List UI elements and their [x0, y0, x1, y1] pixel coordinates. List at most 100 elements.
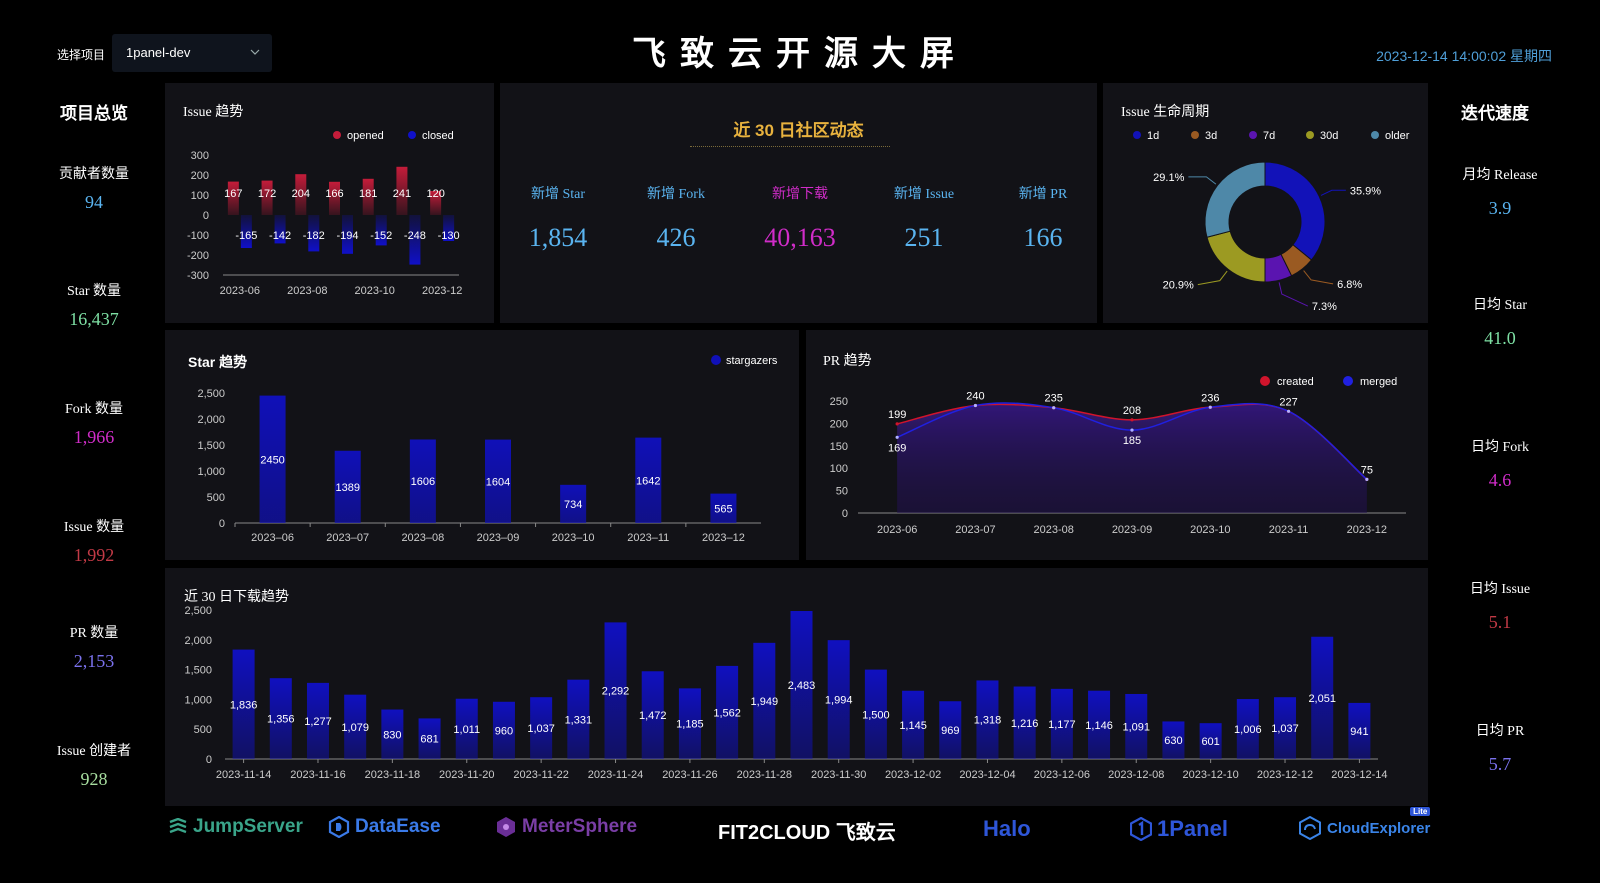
- star-trend-y-tick: 500: [207, 492, 225, 504]
- issue-trend-label-closed: -182: [303, 230, 325, 242]
- legend-created-label: created: [1277, 376, 1314, 388]
- page-title: 飞致云开源大屏: [632, 35, 968, 73]
- download-trend-bar: [976, 680, 999, 759]
- star-trend-y-tick: 1,000: [197, 466, 225, 478]
- download-trend-bar: [1199, 723, 1222, 759]
- logo-metersphere[interactable]: MeterSphere: [495, 816, 637, 838]
- project-select-label: 选择项目: [57, 48, 106, 62]
- star-trend-x-tick: 2023–06: [251, 532, 294, 544]
- download-trend-bar: [1050, 688, 1073, 759]
- download-trend-y-tick: 0: [206, 754, 212, 766]
- community-item-label: 新增 PR: [1018, 187, 1068, 202]
- community-item-value: 166: [1023, 223, 1063, 252]
- logo-cloudexplorer-badge: Lite: [1410, 807, 1431, 816]
- download-trend-bar: [1311, 636, 1334, 759]
- velocity-item-value: 4.6: [1488, 470, 1512, 490]
- issue-trend-y-tick: -100: [187, 230, 209, 242]
- download-trend-x-tick: 2023-12-12: [1257, 769, 1313, 781]
- pr-trend-y-tick: 150: [830, 441, 848, 453]
- issue-trend-bar-closed: [240, 215, 252, 248]
- download-trend-y-tick: 500: [194, 724, 212, 736]
- legend-1d-dot: [1133, 131, 1141, 139]
- star-trend-label: 734: [564, 499, 582, 511]
- logo-1panel-text: 1Panel: [1157, 816, 1228, 841]
- download-trend-x-tick: 2023-12-02: [885, 769, 941, 781]
- pie-label-line: [1303, 270, 1334, 285]
- issue-trend-bar-closed: [342, 215, 353, 254]
- issue-trend-label-opened: 172: [258, 188, 276, 200]
- download-trend-label: 601: [1201, 736, 1219, 748]
- pr-trend-y-tick: 250: [830, 396, 848, 408]
- pie-label-1d: 35.9%: [1350, 185, 1381, 197]
- pr-trend-point-merged: [895, 435, 899, 439]
- star-trend-bar: [334, 450, 361, 523]
- logo-fit2cloud[interactable]: FIT2CLOUD 飞致云: [718, 816, 896, 845]
- logo-jumpserver[interactable]: JumpServer: [168, 816, 303, 838]
- download-trend-label: 1,331: [565, 714, 593, 726]
- download-trend-title: 近 30 日下载趋势: [184, 590, 289, 605]
- issue-trend-bar-closed: [274, 215, 286, 244]
- issue-trend-x-tick: 2023-06: [220, 285, 260, 297]
- download-trend-y-tick: 1,000: [184, 694, 212, 706]
- issue-trend-y-tick: 100: [191, 190, 209, 202]
- star-trend-label: 2450: [260, 454, 284, 466]
- star-trend-y-tick: 2,000: [197, 414, 225, 426]
- pr-trend-area-merged: [897, 402, 1367, 513]
- download-trend-bar: [604, 622, 627, 759]
- jumpserver-icon: [169, 818, 187, 834]
- community-item-value: 40,163: [764, 223, 836, 252]
- download-trend-x-tick: 2023-11-28: [737, 769, 792, 781]
- pr-trend-point-merged: [1286, 409, 1291, 413]
- issue-trend-bar-opened: [295, 174, 307, 215]
- legend-closed-dot: [408, 131, 416, 139]
- issue-trend-label-closed: -248: [404, 230, 426, 242]
- star-trend-panel: Star 趋势 0 500 1,000 1,500 2,000 2,500 2450 2023…: [165, 330, 799, 560]
- legend-older-dot: [1371, 131, 1379, 139]
- download-trend-x-tick: 2023-11-18: [365, 769, 420, 781]
- star-trend-bar: [259, 395, 286, 523]
- overview-item-value: 1,966: [73, 427, 115, 447]
- star-trend-x-tick: 2023–10: [552, 532, 595, 544]
- star-trend-x-tick: 2023–07: [326, 532, 369, 544]
- pie-label-line: [1320, 189, 1346, 196]
- community-item-label: 新增 Issue: [893, 187, 955, 202]
- pie-slice-1d: [1264, 161, 1326, 261]
- issue-trend-bar-closed: [308, 215, 320, 252]
- download-trend-x-tick: 2023-11-26: [662, 769, 717, 781]
- logo-cloudexplorer-text: CloudExplorer: [1327, 819, 1431, 837]
- star-trend-y-tick: 1,500: [197, 440, 225, 452]
- issue-trend-y-tick: -200: [187, 250, 209, 262]
- download-trend-label: 2,292: [602, 686, 630, 698]
- star-trend-x-tick: 2023–12: [702, 532, 745, 544]
- download-trend-label: 1,011: [453, 724, 480, 736]
- pr-trend-label-created: 227: [1279, 396, 1297, 408]
- logo-dataease[interactable]: DataEase: [328, 816, 441, 838]
- logo-halo[interactable]: Halo: [983, 816, 1031, 842]
- download-trend-label: 1,277: [304, 716, 332, 728]
- logo-1panel[interactable]: 1Panel: [1130, 816, 1228, 842]
- download-trend-y-tick: 2,500: [184, 605, 212, 617]
- download-trend-label: 1,091: [1122, 721, 1150, 733]
- download-trend-y-tick: 1,500: [184, 665, 212, 677]
- download-trend-label: 2,051: [1308, 693, 1336, 705]
- issue-trend-bar-closed: [443, 215, 455, 241]
- pr-trend-x-tick: 2023-09: [1112, 524, 1152, 536]
- download-trend-x-tick: 2023-12-04: [959, 769, 1015, 781]
- download-trend-bar: [939, 701, 962, 759]
- cloudexplorer-icon: [1299, 816, 1321, 840]
- overview-item-label: PR 数量: [69, 626, 119, 641]
- download-trend-bar: [827, 640, 850, 759]
- pie-label-3d: 6.8%: [1337, 279, 1362, 291]
- download-trend-label: 1,037: [1271, 723, 1299, 735]
- pr-trend-label-created: 199: [888, 409, 906, 421]
- project-select[interactable]: 1panel-dev: [112, 34, 272, 72]
- legend-3d-dot: [1191, 131, 1199, 139]
- logo-halo-text: Halo: [983, 816, 1031, 841]
- velocity-item-value: 5.7: [1488, 754, 1512, 774]
- pr-trend-label-created: 235: [1045, 393, 1063, 405]
- download-trend-x-tick: 2023-11-24: [588, 769, 643, 781]
- logo-cloudexplorer[interactable]: CloudExplorer Lite: [1298, 807, 1431, 840]
- download-trend-label: 941: [1350, 726, 1368, 738]
- pr-trend-label-created: 236: [1201, 392, 1219, 404]
- pr-trend-label-merged: 169: [888, 442, 906, 454]
